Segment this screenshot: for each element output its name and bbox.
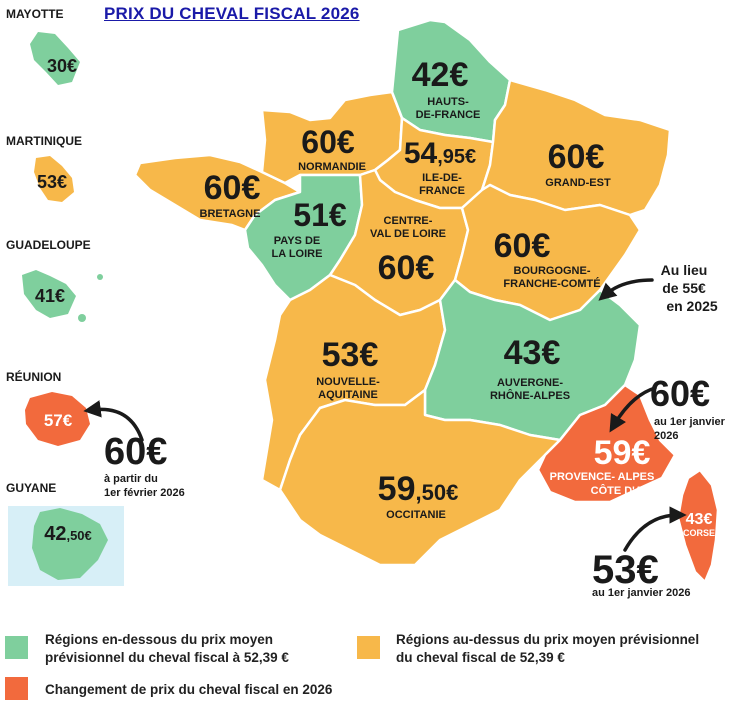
na-line2: AQUITAINE — [318, 389, 378, 401]
overseas-shapes — [8, 32, 124, 586]
corse-previous-price: 53€ — [592, 548, 659, 592]
guadeloupe-islet-a — [78, 314, 86, 322]
guyane-price-dec: ,50€ — [66, 528, 91, 543]
paca-line1: PROVENCE- ALPES — [550, 471, 655, 483]
paca-previous-price: 60€ — [650, 373, 710, 414]
paca-previous-line2: 2026 — [654, 430, 678, 442]
paca-previous-line1: au 1er janvier — [654, 416, 726, 428]
cvl-price: 60€ — [378, 249, 435, 287]
grand-est-price: 60€ — [548, 138, 605, 176]
guyane-price-int: 42 — [44, 523, 66, 545]
arrow-paca — [609, 386, 657, 433]
reunion-previous-line1: à partir du — [104, 473, 158, 485]
occitanie-name: OCCITANIE — [386, 509, 446, 521]
legend-swatch-below — [5, 636, 28, 659]
guadeloupe-name: GUADELOUPE — [6, 238, 91, 252]
normandie-price: 60€ — [301, 124, 355, 160]
bretagne-price: 60€ — [204, 169, 261, 207]
ara-price: 43€ — [504, 334, 561, 372]
reunion-name: RÉUNION — [6, 369, 61, 384]
occitanie-price: 59,50€ — [378, 470, 459, 508]
paca-line2: CÔTE D'AZUR — [591, 484, 666, 497]
region-occitanie — [278, 388, 562, 567]
legend-above: Régions au-dessus du prix moyen prévisio… — [396, 631, 699, 667]
pdl-line1: PAYS DE — [274, 235, 320, 247]
bfc-line2: FRANCHE-COMTÉ — [503, 277, 600, 290]
idf-price-int: 54 — [404, 137, 438, 170]
pdl-line2: LA LOIRE — [272, 248, 323, 260]
legend-above-line2: du cheval fiscal de 52,39 € — [396, 650, 565, 665]
legend-below-line1: Régions en-dessous du prix moyen — [45, 632, 274, 647]
legend-swatch-changed — [5, 677, 28, 700]
mayotte-name: MAYOTTE — [6, 7, 64, 21]
occitanie-price-dec: ,50€ — [416, 480, 459, 505]
guyane-name: GUYANE — [6, 481, 56, 495]
reunion-previous-line2: 1er février 2026 — [104, 487, 185, 499]
bfc-note-line2: de 55€ — [662, 280, 706, 296]
legend-above-line1: Régions au-dessus du prix moyen prévisio… — [396, 632, 700, 647]
na-line1: NOUVELLE- — [316, 376, 380, 388]
arrow-bfc-note — [598, 278, 654, 301]
cvl-line2: VAL DE LOIRE — [370, 228, 446, 240]
bfc-line1: BOURGOGNE- — [514, 265, 591, 277]
bfc-price: 60€ — [494, 227, 551, 265]
arrow-corse — [623, 506, 687, 552]
reunion-previous-price: 60€ — [104, 431, 167, 473]
legend-below: Régions en-dessous du prix moyen prévisi… — [45, 631, 289, 667]
hdf-line2: DE-FRANCE — [416, 109, 481, 121]
na-price: 53€ — [322, 336, 379, 374]
idf-line1: ILE-DE- — [422, 172, 462, 184]
region-paca — [536, 383, 677, 504]
legend-swatch-above — [357, 636, 380, 659]
legend-below-line2: prévisionnel du cheval fiscal à 52,39 € — [45, 650, 289, 665]
hdf-line1: HAUTS- — [427, 96, 469, 108]
corse-name: CORSE — [683, 528, 715, 538]
legend-changed-line: Changement de prix du cheval fiscal en 2… — [45, 682, 333, 697]
guadeloupe-price: 41€ — [35, 286, 65, 306]
corse-price: 43€ — [686, 511, 713, 528]
cvl-line1: CENTRE- — [384, 215, 433, 227]
idf-price-dec: ,95€ — [437, 146, 476, 168]
reunion-price: 57€ — [44, 411, 73, 430]
guyane-shape — [32, 508, 108, 580]
reunion-shape — [25, 392, 90, 446]
ara-line1: AUVERGNE- — [497, 377, 563, 389]
mayotte-price: 30€ — [47, 56, 77, 76]
arrow-reunion — [83, 400, 144, 442]
arrows — [83, 278, 687, 552]
hdf-price: 42€ — [412, 56, 469, 94]
guadeloupe-shape — [22, 270, 76, 318]
paca-price: 59€ — [594, 434, 651, 472]
ara-line2: RHÔNE-ALPES — [490, 389, 570, 402]
guyane-price: 42,50€ — [44, 523, 92, 545]
page-title[interactable]: PRIX DU CHEVAL FISCAL 2026 — [104, 4, 360, 23]
bfc-note-line1: Au lieu — [661, 262, 708, 278]
martinique-price: 53€ — [37, 172, 67, 192]
guadeloupe-islet-b — [97, 274, 103, 280]
occitanie-price-int: 59 — [378, 470, 416, 508]
legend-changed: Changement de prix du cheval fiscal en 2… — [45, 681, 332, 699]
corse-previous-line1: au 1er janvier 2026 — [592, 587, 690, 599]
martinique-shape — [34, 156, 74, 202]
bfc-note-line3: en 2025 — [666, 298, 718, 314]
idf-price: 54,95€ — [404, 137, 476, 170]
mayotte-shape — [30, 32, 80, 85]
grand-est-name: GRAND-EST — [545, 177, 611, 189]
idf-line2: FRANCE — [419, 185, 465, 197]
bretagne-name: BRETAGNE — [200, 208, 261, 220]
martinique-name: MARTINIQUE — [6, 134, 82, 148]
pdl-price: 51€ — [293, 197, 347, 233]
normandie-name: NORMANDIE — [298, 161, 366, 173]
